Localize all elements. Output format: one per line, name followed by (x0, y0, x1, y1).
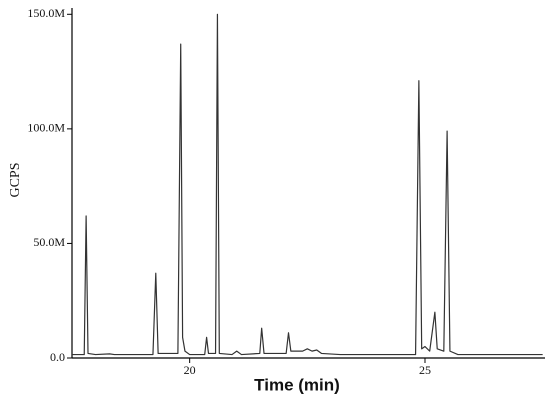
y-tick-label: 100.0M (27, 121, 65, 135)
y-tick-label: 50.0M (33, 235, 65, 249)
y-tick-label: 0.0 (50, 350, 65, 364)
chromatogram-line (72, 13, 543, 356)
x-tick-label: 20 (184, 363, 196, 377)
x-tick-label: 25 (419, 363, 431, 377)
x-axis-label: Time (min) (254, 375, 340, 394)
y-axis-label: GCPS (8, 162, 23, 197)
y-tick-label: 150.0M (27, 6, 65, 20)
